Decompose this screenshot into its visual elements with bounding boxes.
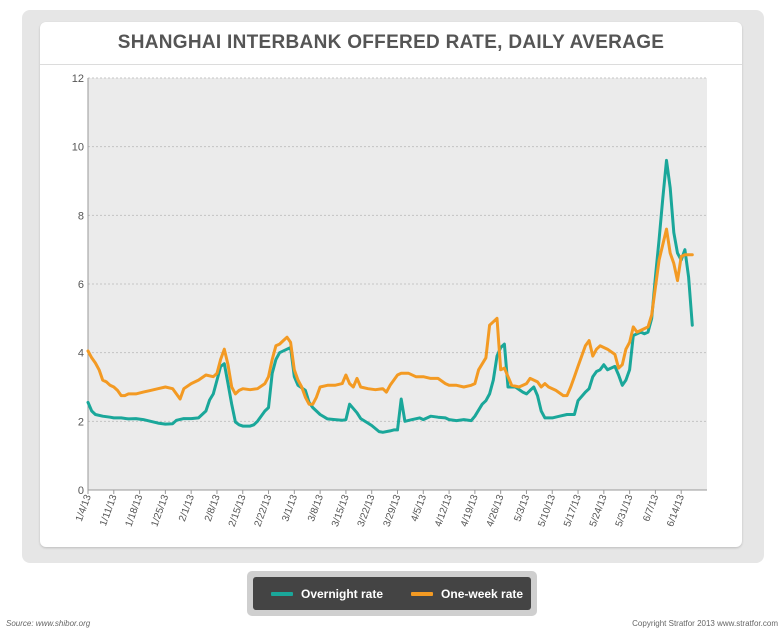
chart-card: SHANGHAI INTERBANK OFFERED RATE, DAILY A…	[40, 22, 742, 547]
y-tick-label: 6	[78, 279, 84, 291]
x-tick-label: 1/25/13	[149, 493, 171, 529]
legend-panel: Overnight rate One-week rate	[253, 577, 531, 610]
x-tick-label: 1/11/13	[98, 493, 120, 528]
x-tick-label: 6/7/13	[641, 493, 661, 523]
legend-label-overnight: Overnight rate	[301, 586, 384, 601]
x-tick-label: 6/14/13	[665, 493, 687, 529]
x-tick-label: 5/17/13	[562, 493, 584, 529]
source-note: Source: www.shibor.org	[6, 619, 91, 628]
x-tick-label: 2/15/13	[227, 493, 249, 529]
x-tick-label: 3/1/13	[280, 493, 300, 523]
series-line-one-week	[86, 227, 694, 406]
y-tick-label: 8	[78, 210, 84, 222]
title-divider	[40, 64, 742, 65]
y-tick-label: 2	[78, 416, 84, 428]
series-line-overnight	[86, 158, 694, 434]
x-tick-label: 2/1/13	[177, 493, 197, 523]
legend-swatch-weekly	[411, 591, 434, 596]
x-tick-label: 3/15/13	[330, 493, 352, 529]
x-tick-label: 1/4/13	[74, 493, 94, 523]
legend-item-weekly: One-week rate	[411, 587, 523, 601]
x-tick-label: 2/8/13	[203, 493, 223, 523]
legend-swatch-overnight	[271, 591, 293, 596]
x-tick-label: 3/8/13	[306, 493, 326, 523]
x-tick-label: 5/24/13	[588, 493, 610, 529]
x-tick-label: 4/26/13	[485, 493, 507, 529]
x-tick-label: 2/22/13	[253, 493, 275, 529]
line-chart: 0 2 4 6 8 10 12 1/4/13 1/11/13 1/18/13 1/25/13 2/1/…	[72, 73, 707, 529]
legend-label-weekly: One-week rate	[441, 586, 524, 601]
x-tick-label: 3/29/13	[382, 493, 404, 529]
x-tick-label: 5/31/13	[614, 493, 636, 529]
x-tick-label: 5/10/13	[536, 493, 558, 529]
x-tick-label: 4/5/13	[409, 493, 429, 523]
x-tick-label: 3/22/13	[356, 493, 378, 529]
y-tick-label: 0	[78, 485, 84, 497]
chart-title: SHANGHAI INTERBANK OFFERED RATE, DAILY A…	[117, 32, 665, 53]
x-tick-label: 5/3/13	[512, 493, 532, 523]
y-tick-label: 12	[72, 73, 84, 85]
x-tick-label: 4/12/13	[433, 493, 455, 529]
x-tick-label: 4/19/13	[459, 493, 481, 529]
copyright-note: Copyright Stratfor 2013 www.stratfor.com	[632, 619, 778, 628]
legend: Overnight rate One-week rate	[247, 571, 537, 616]
x-tick-label: 1/18/13	[124, 493, 146, 529]
y-tick-label: 10	[72, 142, 84, 154]
legend-item-overnight: Overnight rate	[271, 587, 383, 601]
y-tick-label: 4	[78, 348, 84, 360]
